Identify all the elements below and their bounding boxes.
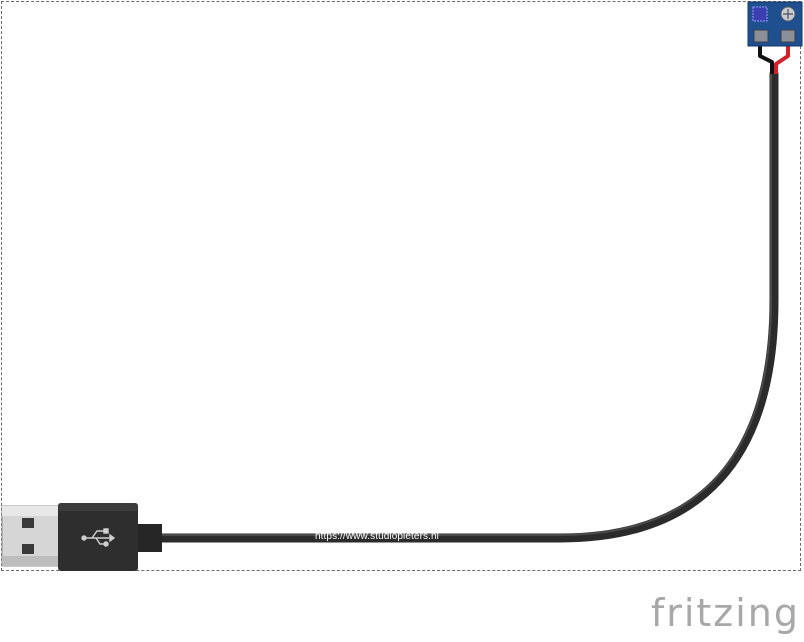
terminal-grid-marker (752, 6, 768, 22)
usb-symbol-icon (81, 528, 116, 547)
usb-shell-hole-1 (22, 518, 34, 528)
usb-a-plug[interactable] (1, 503, 162, 571)
red-wire (774, 42, 790, 74)
terminal-pin-2 (780, 29, 796, 43)
usb-cable-highlight (159, 73, 772, 536)
black-wire (758, 42, 774, 74)
usb-strain-relief (138, 524, 162, 552)
terminal-pin-1 (753, 29, 769, 43)
screw-terminal-block[interactable] (747, 1, 803, 47)
usb-shell-hole-2 (22, 544, 34, 554)
fritzing-logo: fritzing (650, 591, 800, 635)
usb-overmold (58, 503, 138, 571)
sketch-frame (1, 1, 801, 571)
cable-url-label: https://www.studiopieters.nl (315, 531, 439, 542)
usb-cable (155, 69, 779, 543)
